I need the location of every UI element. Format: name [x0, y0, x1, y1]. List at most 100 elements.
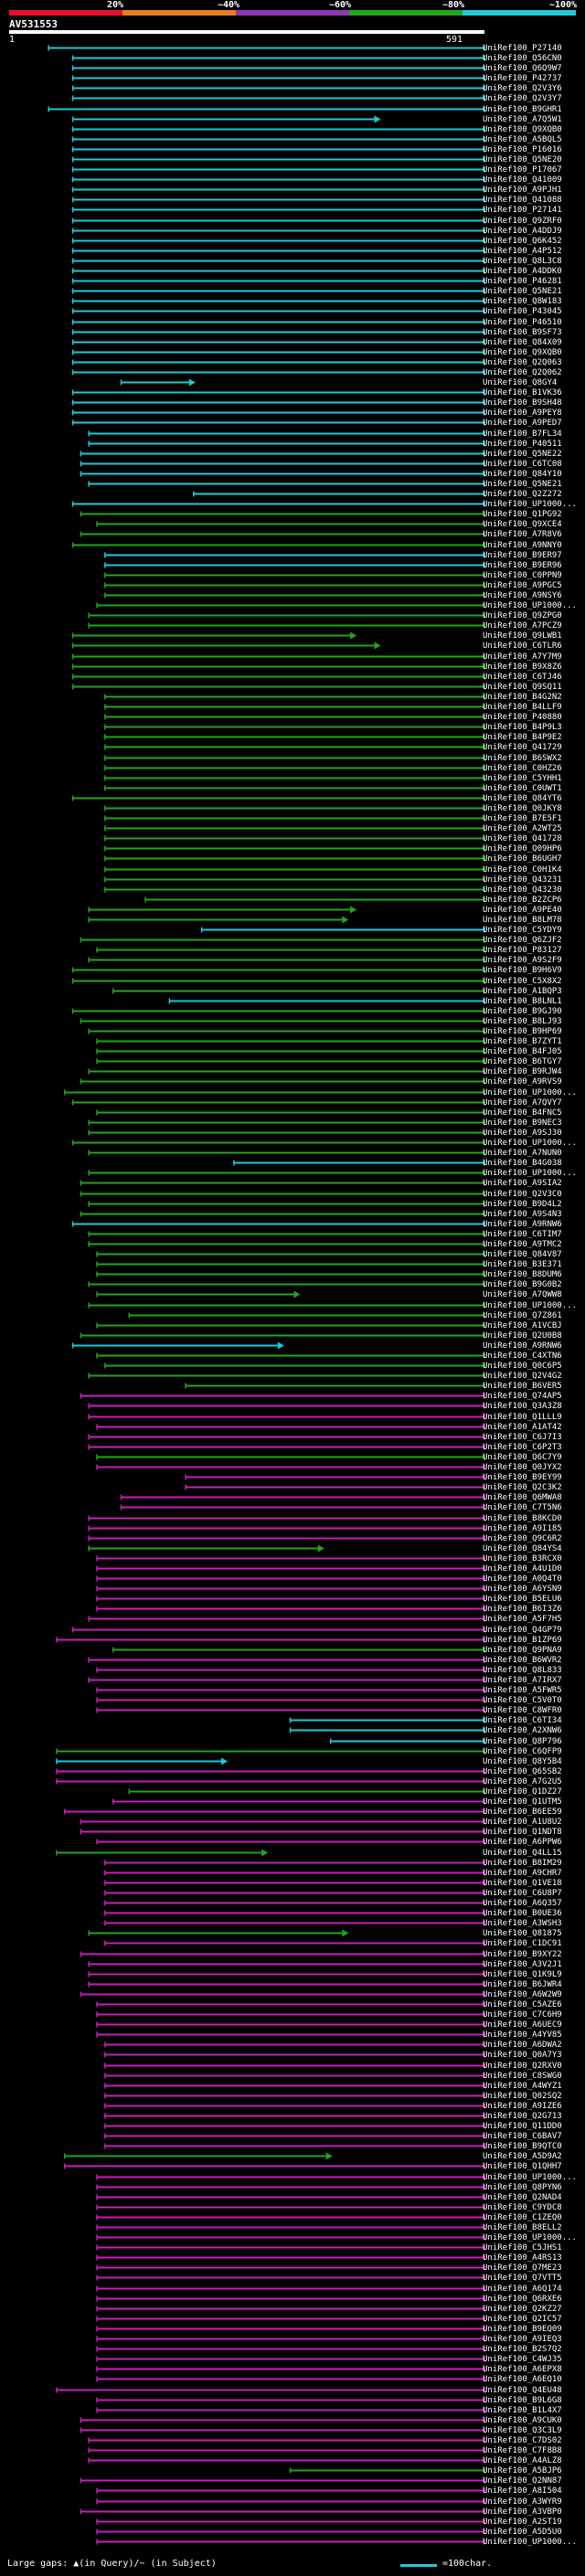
hit-label[interactable]: UniRef100_A9PGC5 — [483, 580, 562, 590]
hit-label[interactable]: UniRef100_Q7ME23 — [483, 2263, 562, 2273]
hit-label[interactable]: UniRef100_Q3A3Z8 — [483, 1401, 562, 1411]
hit-label[interactable]: UniRef100_C7T5N6 — [483, 1502, 562, 1512]
hit-label[interactable]: UniRef100_B6JWR4 — [483, 1979, 562, 1989]
hit-label[interactable]: UniRef100_B9G0B2 — [483, 1279, 562, 1289]
hit-label[interactable]: UniRef100_C4XTN6 — [483, 1351, 562, 1361]
hit-label[interactable]: UniRef100_B9SF73 — [483, 327, 562, 337]
hit-label[interactable]: UniRef100_B4P9E2 — [483, 732, 562, 742]
hit-label[interactable]: UniRef100_A1BQP3 — [483, 986, 562, 996]
hit-label[interactable]: UniRef100_Q9C6R2 — [483, 1533, 562, 1543]
hit-label[interactable]: UniRef100_A9SIA2 — [483, 1178, 562, 1188]
hit-label[interactable]: UniRef100_P43045 — [483, 306, 562, 316]
hit-label[interactable]: UniRef100_A8I504 — [483, 2486, 562, 2496]
hit-label[interactable]: UniRef100_B6WVR2 — [483, 1655, 562, 1665]
hit-label[interactable]: UniRef100_Q4GP79 — [483, 1625, 562, 1635]
hit-label[interactable]: UniRef100_UP1000... — [483, 1087, 577, 1097]
hit-label[interactable]: UniRef100_Q84Y10 — [483, 469, 562, 479]
hit-label[interactable]: UniRef100_C5YDY9 — [483, 925, 562, 935]
hit-label[interactable]: UniRef100_A7NUN0 — [483, 1148, 562, 1158]
hit-label[interactable]: UniRef100_P40880 — [483, 712, 562, 722]
hit-label[interactable]: UniRef100_A6YSN9 — [483, 1584, 562, 1594]
hit-label[interactable]: UniRef100_B7FL34 — [483, 429, 562, 439]
hit-label[interactable]: UniRef100_A6PPW6 — [483, 1837, 562, 1847]
hit-label[interactable]: UniRef100_UP1000... — [483, 499, 577, 509]
hit-label[interactable]: UniRef100_A5BQL5 — [483, 134, 562, 144]
hit-label[interactable]: UniRef100_A7R8V6 — [483, 529, 562, 539]
hit-label[interactable]: UniRef100_Q41009 — [483, 175, 562, 185]
hit-label[interactable]: UniRef100_B6I3Z6 — [483, 1604, 562, 1614]
hit-label[interactable]: UniRef100_C0UWT1 — [483, 783, 562, 793]
hit-label[interactable]: UniRef100_B7ZYT1 — [483, 1036, 562, 1046]
hit-label[interactable]: UniRef100_C6TC08 — [483, 459, 562, 469]
hit-label[interactable]: UniRef100_A6Q174 — [483, 2284, 562, 2294]
hit-label[interactable]: UniRef100_A5D9A2 — [483, 2151, 562, 2161]
hit-label[interactable]: UniRef100_P40511 — [483, 439, 562, 449]
hit-label[interactable]: UniRef100_A3WYR9 — [483, 2496, 562, 2507]
hit-label[interactable]: UniRef100_Q1QHH7 — [483, 2161, 562, 2171]
hit-label[interactable]: UniRef100_Q84X09 — [483, 337, 562, 347]
hit-label[interactable]: UniRef100_Q9XQB0 — [483, 124, 562, 134]
hit-label[interactable]: UniRef100_A5FWR5 — [483, 1685, 562, 1695]
hit-label[interactable]: UniRef100_B9EQ09 — [483, 2324, 562, 2334]
hit-label[interactable]: UniRef100_B9HP69 — [483, 1026, 562, 1036]
hit-label[interactable]: UniRef100_C5YHH1 — [483, 773, 562, 783]
hit-label[interactable]: UniRef100_A7QWW8 — [483, 1289, 562, 1299]
hit-label[interactable]: UniRef100_Q41728 — [483, 833, 562, 843]
hit-label[interactable]: UniRef100_UP1000... — [483, 600, 577, 610]
hit-label[interactable]: UniRef100_C0PPN9 — [483, 570, 562, 580]
hit-label[interactable]: UniRef100_A6Q357 — [483, 1898, 562, 1908]
hit-label[interactable]: UniRef100_Q8P796 — [483, 1736, 562, 1746]
hit-label[interactable]: UniRef100_C6QFP9 — [483, 1746, 562, 1756]
hit-label[interactable]: UniRef100_Q2Q063 — [483, 357, 562, 367]
hit-label[interactable]: UniRef100_B2ZCP6 — [483, 895, 562, 905]
hit-label[interactable]: UniRef100_A4U1D0 — [483, 1564, 562, 1574]
hit-label[interactable]: UniRef100_A9RVS9 — [483, 1076, 562, 1087]
hit-label[interactable]: UniRef100_P27141 — [483, 205, 562, 215]
hit-label[interactable]: UniRef100_Q74AP5 — [483, 1391, 562, 1401]
hit-label[interactable]: UniRef100_Q5NE22 — [483, 449, 562, 459]
hit-label[interactable]: UniRef100_A0Q4T0 — [483, 1574, 562, 1584]
hit-label[interactable]: UniRef100_B9GJ90 — [483, 1006, 562, 1016]
hit-label[interactable]: UniRef100_C0H1K4 — [483, 864, 562, 875]
hit-label[interactable]: UniRef100_A9PE40 — [483, 905, 562, 915]
hit-label[interactable]: UniRef100_C7DS02 — [483, 2435, 562, 2445]
hit-label[interactable]: UniRef100_C5AZE6 — [483, 1999, 562, 2009]
hit-label[interactable]: UniRef100_B4FJ05 — [483, 1046, 562, 1056]
hit-label[interactable]: UniRef100_A9S4N3 — [483, 1209, 562, 1219]
hit-label[interactable]: UniRef100_A9IZE6 — [483, 2101, 562, 2111]
hit-label[interactable]: UniRef100_C8WFR0 — [483, 1705, 562, 1715]
hit-label[interactable]: UniRef100_B3E371 — [483, 1259, 562, 1269]
hit-label[interactable]: UniRef100_Q2G713 — [483, 2111, 562, 2121]
hit-label[interactable]: UniRef100_Q2Z272 — [483, 489, 562, 499]
hit-label[interactable]: UniRef100_B9SH48 — [483, 398, 562, 408]
hit-label[interactable]: UniRef100_C5X8X2 — [483, 976, 562, 986]
hit-label[interactable]: UniRef100_C6TJ46 — [483, 672, 562, 682]
hit-label[interactable]: UniRef100_A9I185 — [483, 1523, 562, 1533]
hit-label[interactable]: UniRef100_A6UEC9 — [483, 2019, 562, 2030]
hit-label[interactable]: UniRef100_B9XY22 — [483, 1949, 562, 1959]
hit-label[interactable]: UniRef100_B6VER5 — [483, 1381, 562, 1391]
hit-label[interactable]: UniRef100_B9H6V9 — [483, 965, 562, 975]
hit-label[interactable]: UniRef100_A3WSH3 — [483, 1918, 562, 1928]
hit-label[interactable]: UniRef100_B9D4L2 — [483, 1199, 562, 1209]
hit-label[interactable]: UniRef100_Q9XCE4 — [483, 519, 562, 529]
hit-label[interactable]: UniRef100_A5BJP6 — [483, 2465, 562, 2475]
hit-label[interactable]: UniRef100_C6TIM7 — [483, 1229, 562, 1239]
hit-label[interactable]: UniRef100_Q1PG92 — [483, 509, 562, 519]
hit-label[interactable]: UniRef100_A4DDJ9 — [483, 226, 562, 236]
hit-label[interactable]: UniRef100_Q8Y5B4 — [483, 1756, 562, 1766]
hit-label[interactable]: UniRef100_A4RS13 — [483, 2253, 562, 2263]
hit-label[interactable]: UniRef100_A3V2J1 — [483, 1959, 562, 1969]
hit-label[interactable]: UniRef100_UP1000... — [483, 1300, 577, 1310]
hit-label[interactable]: UniRef100_Q4LL15 — [483, 1848, 562, 1858]
hit-label[interactable]: UniRef100_B1ZP69 — [483, 1635, 562, 1645]
hit-label[interactable]: UniRef100_UP1000... — [483, 2537, 577, 2547]
hit-label[interactable]: UniRef100_P27140 — [483, 43, 562, 53]
hit-label[interactable]: UniRef100_Q1DZ27 — [483, 1786, 562, 1797]
hit-label[interactable]: UniRef100_P42737 — [483, 73, 562, 83]
hit-label[interactable]: UniRef100_A3VBP0 — [483, 2507, 562, 2517]
hit-label[interactable]: UniRef100_A7IRX7 — [483, 1675, 562, 1685]
hit-label[interactable]: UniRef100_A9CUK0 — [483, 2415, 562, 2425]
hit-label[interactable]: UniRef100_Q8W183 — [483, 296, 562, 306]
hit-label[interactable]: UniRef100_B8LJ93 — [483, 1016, 562, 1026]
